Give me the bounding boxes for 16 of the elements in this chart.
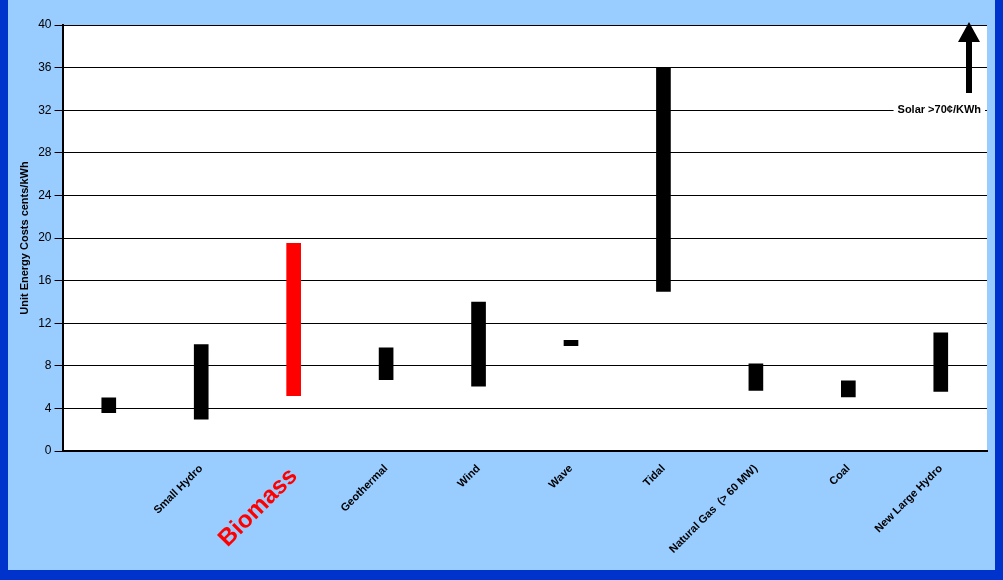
y-tick-label: 8 xyxy=(44,358,52,373)
annotation: Solar >70¢/KWh xyxy=(897,103,982,116)
y-tick-label: 12 xyxy=(38,315,52,330)
y-tick-label: 36 xyxy=(38,59,52,74)
y-axis-title: Unit Energy Costs cents/kWh xyxy=(17,161,30,315)
y-tick-label: 32 xyxy=(38,102,52,117)
y-tick-label: 40 xyxy=(38,17,52,32)
y-tick-label: 28 xyxy=(38,145,52,160)
y-tick-label: 4 xyxy=(44,400,52,415)
y-tick-label: 0 xyxy=(44,443,52,458)
bar xyxy=(563,340,579,346)
y-tick-label: 24 xyxy=(38,187,52,202)
y-tick-label: 20 xyxy=(38,230,52,245)
bar xyxy=(841,380,856,398)
y-tick-label: 16 xyxy=(38,272,52,287)
bar xyxy=(286,243,301,397)
